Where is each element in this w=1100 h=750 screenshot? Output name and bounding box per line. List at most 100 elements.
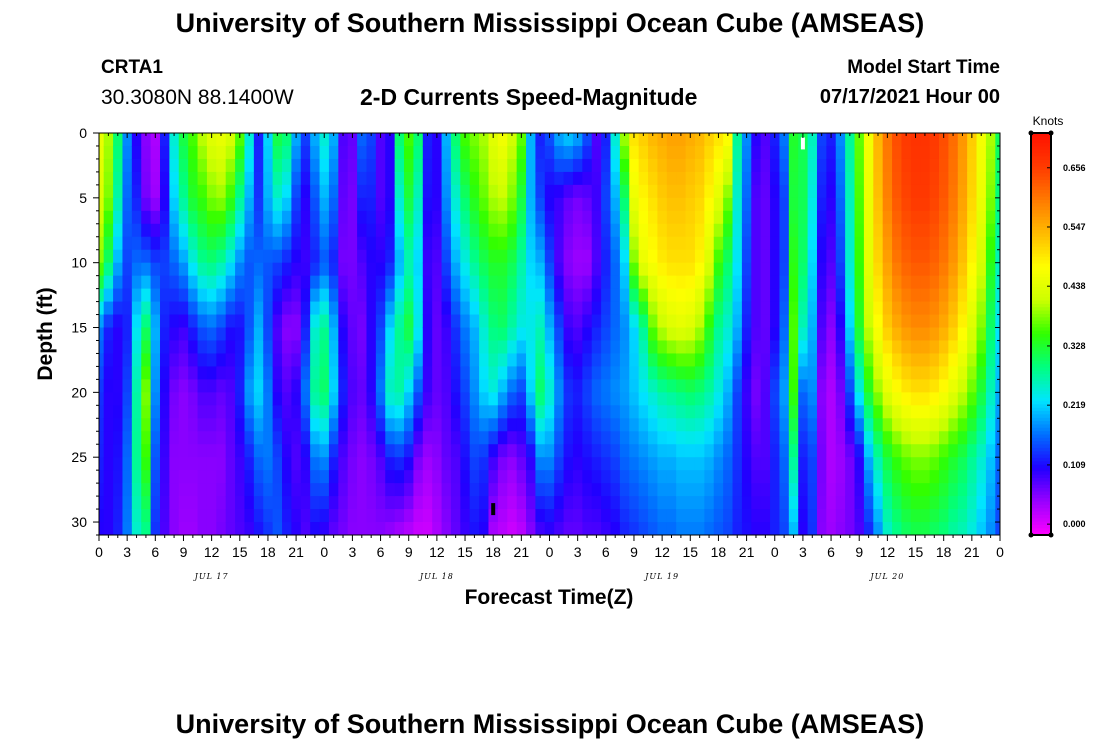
heatmap-cell <box>272 249 283 264</box>
heatmap-cell <box>948 158 959 173</box>
heatmap-cell <box>497 327 508 342</box>
heatmap-cell <box>807 301 818 316</box>
heatmap-cell <box>601 340 612 355</box>
heatmap-cell <box>694 457 705 471</box>
heatmap-cell <box>160 366 170 380</box>
heatmap-cell <box>863 249 874 264</box>
heatmap-cell <box>394 483 405 497</box>
heatmap-cell <box>178 262 189 277</box>
heatmap-cell <box>544 405 555 419</box>
heatmap-cell <box>319 496 330 510</box>
heatmap-cell <box>394 340 405 355</box>
heatmap-cell <box>976 379 987 393</box>
heatmap-cell <box>629 158 640 173</box>
heatmap-cell <box>967 275 978 290</box>
heatmap-cell <box>995 158 1000 173</box>
heatmap-cell <box>272 340 283 355</box>
heatmap-cell <box>798 288 809 303</box>
heatmap-cell <box>892 470 903 484</box>
heatmap-cell <box>206 275 217 290</box>
heatmap-cell <box>310 288 321 303</box>
heatmap-cell <box>648 509 659 523</box>
heatmap-cell <box>760 379 771 393</box>
heatmap-cell <box>882 470 893 484</box>
heatmap-cell <box>760 197 771 212</box>
heatmap-cell <box>488 314 499 329</box>
heatmap-cell <box>394 133 405 147</box>
colorbar-segment <box>1031 394 1051 399</box>
heatmap-cell <box>113 275 124 290</box>
heatmap-cell <box>704 236 715 251</box>
heatmap-cell <box>619 145 630 160</box>
heatmap-cell <box>197 314 208 329</box>
heatmap-cell <box>685 145 696 160</box>
heatmap-cell <box>723 431 734 445</box>
heatmap-cell <box>366 184 377 199</box>
heatmap-cell <box>113 327 124 342</box>
heatmap-cell <box>901 210 912 225</box>
heatmap-cell <box>657 249 668 264</box>
heatmap-cell <box>854 301 865 316</box>
colorbar-segment <box>1031 380 1051 385</box>
heatmap-cell <box>882 197 893 212</box>
heatmap-cell <box>788 483 799 497</box>
heatmap-cell <box>422 431 433 445</box>
heatmap-cell <box>985 314 996 329</box>
heatmap-cell <box>347 275 358 290</box>
heatmap-cell <box>751 236 762 251</box>
heatmap-cell <box>910 496 921 510</box>
heatmap-cell <box>197 145 208 160</box>
heatmap-cell <box>160 379 170 393</box>
heatmap-cell <box>694 431 705 445</box>
heatmap-cell <box>432 431 443 445</box>
heatmap-cell <box>723 405 734 419</box>
heatmap-cell <box>113 340 124 355</box>
heatmap-cell <box>657 418 668 432</box>
heatmap-cell <box>854 405 865 419</box>
heatmap-cell <box>366 353 377 368</box>
heatmap-cell <box>131 509 142 523</box>
heatmap-cell <box>554 171 565 186</box>
heatmap-cell <box>272 210 283 225</box>
heatmap-cell <box>310 379 321 393</box>
heatmap-cell <box>938 262 949 277</box>
heatmap-cell <box>469 353 480 368</box>
heatmap-cell <box>497 483 508 497</box>
heatmap-cell <box>141 262 152 277</box>
heatmap-cell <box>460 392 471 406</box>
heatmap-cell <box>535 275 546 290</box>
heatmap-cell <box>732 327 743 342</box>
colorbar-segment <box>1031 384 1051 389</box>
heatmap-cell <box>197 171 208 186</box>
heatmap-cell <box>882 184 893 199</box>
heatmap-cell <box>629 171 640 186</box>
heatmap-cell <box>282 223 293 238</box>
heatmap-cell <box>99 444 105 458</box>
heatmap-cell <box>601 236 612 251</box>
heatmap-cell <box>328 418 339 432</box>
heatmap-cell <box>413 197 424 212</box>
heatmap-cell <box>328 197 339 212</box>
colorbar-segment <box>1031 320 1051 325</box>
heatmap-cell <box>131 133 142 147</box>
heatmap-cell <box>272 392 283 406</box>
heatmap-cell <box>648 133 659 147</box>
heatmap-cell <box>563 444 574 458</box>
heatmap-cell <box>404 158 415 173</box>
heatmap-cell <box>854 470 865 484</box>
heatmap-cell <box>469 145 480 160</box>
heatmap-cell <box>798 197 809 212</box>
heatmap-cell <box>572 483 583 497</box>
heatmap-cell <box>835 496 846 510</box>
heatmap-cell <box>497 366 508 380</box>
heatmap-cell <box>450 457 461 471</box>
heatmap-cell <box>272 197 283 212</box>
heatmap-cell <box>770 483 781 497</box>
heatmap-cell <box>929 301 940 316</box>
heatmap-cell <box>901 223 912 238</box>
heatmap-cell <box>160 457 170 471</box>
heatmap-cell <box>619 457 630 471</box>
heatmap-cell <box>169 522 180 535</box>
heatmap-cell <box>666 509 677 523</box>
heatmap-cell <box>450 288 461 303</box>
